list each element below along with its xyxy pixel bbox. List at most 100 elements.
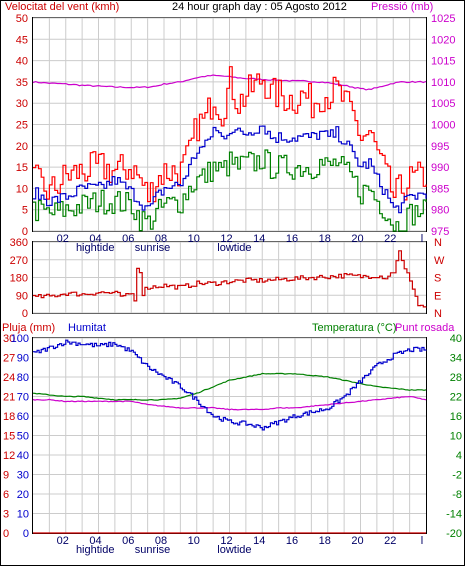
wind-tick-label: 35 (16, 77, 28, 89)
wind-tick-label: 50 (16, 13, 28, 25)
hour-label: 14 (253, 233, 265, 245)
hour-label: 16 (286, 535, 298, 547)
hour-label: 12 (220, 535, 232, 547)
humidity-tick-label: 50 (17, 431, 29, 443)
compass-tick-label: W (434, 255, 445, 267)
humidity-tick-label: 0 (23, 528, 29, 540)
hour-label: 02 (57, 535, 69, 547)
temperature-tick-label: 40 (450, 333, 462, 345)
wind-tick-label: 0 (22, 226, 28, 238)
hour-label: 20 (351, 233, 363, 245)
pressure-tick-label: 975 (431, 226, 449, 238)
rain-tick-label: 21 (3, 392, 15, 404)
wind-title: Velocitat del vent (kmh) (5, 1, 119, 13)
event-label: sunrise (135, 242, 170, 254)
compass-tick-label: E (434, 290, 441, 302)
compass-tick-label: N (434, 308, 442, 320)
event-label: lowtide (217, 544, 251, 556)
direction-tick-label: 90 (16, 290, 28, 302)
humidity-tick-label: 30 (17, 470, 29, 482)
compass-tick-label: N (434, 237, 442, 249)
hour-label: 10 (188, 535, 200, 547)
rain-tick-label: 0 (3, 528, 9, 540)
humidity-tick-label: 70 (17, 392, 29, 404)
hour-label: 16 (286, 233, 298, 245)
hour-label: 08 (155, 535, 167, 547)
dewpoint-line (32, 395, 427, 411)
temperature-tick-label: 4 (456, 450, 462, 462)
direction-tick-label: 360 (10, 237, 28, 249)
hour-label: l (421, 233, 423, 245)
rain-tick-label: 24 (3, 372, 15, 384)
hour-label: 22 (384, 535, 396, 547)
hour-label: 10 (188, 233, 200, 245)
hour-label: 04 (89, 233, 101, 245)
temperature-label: Temperatura (°C) (312, 322, 396, 334)
hour-label: 06 (122, 535, 134, 547)
pressure-tick-label: 1005 (431, 98, 455, 110)
rain-tick-label: 3 (3, 509, 9, 521)
rain-label: Pluja (mm) (2, 322, 55, 334)
event-label: hightide (76, 242, 115, 254)
hour-label: 08 (155, 233, 167, 245)
pressure-tick-label: 980 (431, 205, 449, 217)
rain-tick-label: 9 (3, 470, 9, 482)
wind-tick-label: 20 (16, 141, 28, 153)
wind-tick-label: 10 (16, 183, 28, 195)
hour-label: 02 (57, 233, 69, 245)
humidity-line (33, 339, 427, 431)
event-label: lowtide (217, 242, 251, 254)
wind-avg-line (33, 125, 427, 214)
direction-tick-label: 270 (10, 255, 28, 267)
temperature-tick-label: 28 (450, 372, 462, 384)
temperature-tick-label: 16 (450, 411, 462, 423)
hour-label: 18 (319, 535, 331, 547)
rain-tick-label: 6 (3, 489, 9, 501)
humidity-tick-label: 80 (17, 372, 29, 384)
wind-tick-label: 40 (16, 56, 28, 68)
pressure-tick-label: 985 (431, 183, 449, 195)
hour-label: 06 (122, 233, 134, 245)
direction-tick-label: 0 (22, 308, 28, 320)
temperature-tick-label: -20 (446, 528, 462, 540)
graph-title: 24 hour graph day : 05 Agosto 2012 (172, 1, 347, 13)
temperature-tick-label: -8 (452, 489, 462, 501)
dewpoint-label: Punt rosada (395, 322, 455, 334)
hour-label: 18 (319, 233, 331, 245)
wind-gust-line (33, 66, 427, 203)
humidity-tick-label: 100 (11, 333, 29, 345)
compass-tick-label: S (434, 273, 441, 285)
pressure-tick-label: 990 (431, 162, 449, 174)
hour-label: 22 (384, 233, 396, 245)
wind-low-line (33, 149, 427, 232)
wind-tick-label: 5 (22, 205, 28, 217)
pressure-tick-label: 1025 (431, 13, 455, 25)
temperature-tick-label: -14 (446, 509, 462, 521)
humidity-tick-label: 60 (17, 411, 29, 423)
wind-tick-label: 45 (16, 34, 28, 46)
hour-label: l (421, 535, 423, 547)
rain-tick-label: 30 (3, 333, 15, 345)
pressure-tick-label: 1020 (431, 34, 455, 46)
temperature-tick-label: -2 (452, 470, 462, 482)
rain-tick-label: 18 (3, 411, 15, 423)
humidity-tick-label: 10 (17, 509, 29, 521)
wind-tick-label: 15 (16, 162, 28, 174)
pressure-title: Pressió (mb) (371, 1, 433, 13)
wind-tick-label: 25 (16, 120, 28, 132)
temperature-tick-label: 34 (450, 353, 462, 365)
pressure-tick-label: 1015 (431, 56, 455, 68)
humidity-tick-label: 40 (17, 450, 29, 462)
hour-label: 14 (253, 535, 265, 547)
wind-tick-label: 30 (16, 98, 28, 110)
rain-tick-label: 27 (3, 353, 15, 365)
pressure-tick-label: 995 (431, 141, 449, 153)
temperature-tick-label: 22 (450, 392, 462, 404)
humidity-tick-label: 20 (17, 489, 29, 501)
hour-label: 04 (89, 535, 101, 547)
hour-label: 12 (220, 233, 232, 245)
direction-line (33, 250, 427, 308)
hour-label: 20 (351, 535, 363, 547)
event-label: sunrise (135, 544, 170, 556)
